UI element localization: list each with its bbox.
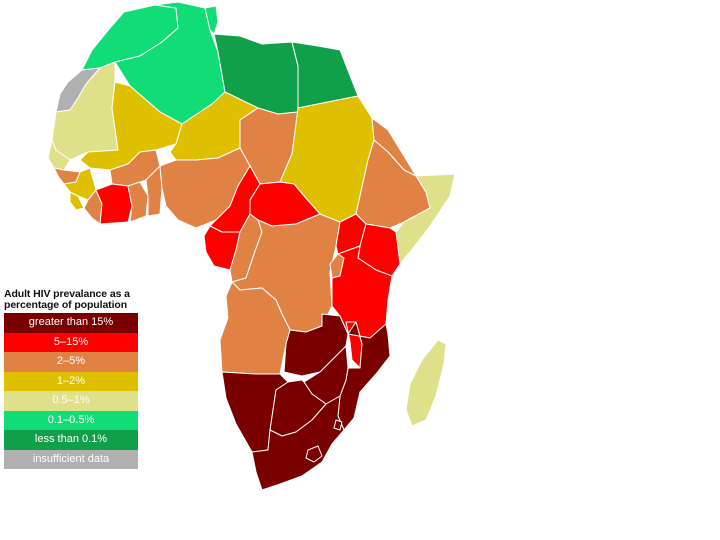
- region-lesotho: [305, 445, 323, 463]
- region-madagascar: [405, 339, 447, 427]
- map-legend: Adult HIV prevalance as a percentage of …: [4, 289, 138, 469]
- region-swaziland: [333, 419, 343, 431]
- legend-item: 1–2%: [4, 371, 138, 391]
- legend-item: greater than 15%: [4, 313, 138, 333]
- legend-item: 2–5%: [4, 352, 138, 372]
- region-mauritania: [51, 61, 119, 161]
- region-south-africa: [251, 395, 345, 491]
- region-tunisia: [204, 5, 219, 35]
- region-sierra-leone: [69, 191, 85, 211]
- region-ghana: [127, 181, 149, 223]
- legend-title: Adult HIV prevalance as a percentage of …: [4, 288, 130, 311]
- region-cote-divoire: [95, 183, 133, 225]
- legend-rows: greater than 15% 5–15% 2–5% 1–2% 0.5–1% 0.1–0…: [4, 313, 138, 469]
- legend-item: 5–15%: [4, 332, 138, 352]
- region-angola: [219, 281, 291, 375]
- legend-item: insufficient data: [4, 449, 138, 469]
- legend-item: 0.1–0.5%: [4, 410, 138, 430]
- legend-item: less than 0.1%: [4, 430, 138, 450]
- legend-item: 0.5–1%: [4, 391, 138, 411]
